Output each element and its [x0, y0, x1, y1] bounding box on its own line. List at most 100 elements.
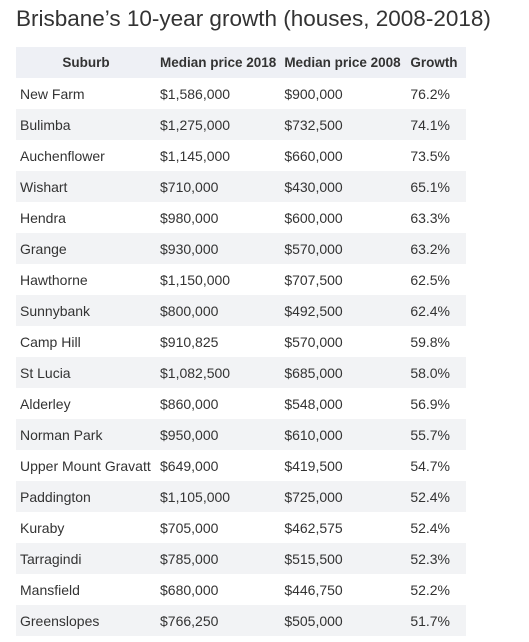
table-row: Upper Mount Gravatt $649,000 $419,500 54.7% — [16, 450, 466, 481]
table-cell: 62.5% — [410, 271, 451, 288]
table-cell: $649,000 — [160, 457, 219, 474]
table-cell: Camp Hill — [20, 333, 81, 350]
table-cell: $1,082,500 — [156, 357, 281, 388]
table-cell: Upper Mount Gravatt — [20, 457, 151, 474]
table-cell: Greenslopes — [16, 605, 156, 636]
table-row: Kuraby $705,000 $462,575 52.4% — [16, 512, 466, 543]
table-cell: $570,000 — [280, 233, 407, 264]
table-cell: $1,150,000 — [160, 271, 231, 288]
table-cell: $1,275,000 — [156, 109, 281, 140]
table-cell: $1,145,000 — [160, 147, 231, 164]
table-cell: $1,586,000 — [160, 85, 231, 102]
table-cell: $950,000 — [156, 419, 281, 450]
table-row: Alderley $860,000 $548,000 56.9% — [16, 388, 466, 419]
table-cell: $548,000 — [284, 395, 343, 412]
table-cell: $800,000 — [156, 295, 281, 326]
table-cell: $725,000 — [280, 481, 407, 512]
table-row: Sunnybank $800,000 $492,500 62.4% — [16, 295, 466, 326]
table-cell: Grange — [16, 233, 156, 264]
table-cell: 51.7% — [406, 605, 466, 636]
table-cell: Paddington — [16, 481, 156, 512]
table-row: Tarragindi $785,000 $515,500 52.3% — [16, 543, 466, 574]
table-cell: $705,000 — [160, 519, 219, 536]
table-cell: 58.0% — [406, 357, 466, 388]
column-header: Growth — [406, 47, 466, 78]
table-cell: $1,105,000 — [156, 481, 281, 512]
table-cell: St Lucia — [16, 357, 156, 388]
table-cell: $707,500 — [284, 271, 343, 288]
table-cell: $930,000 — [156, 233, 281, 264]
table-cell: New Farm — [20, 85, 85, 102]
table-row: Greenslopes $766,250 $505,000 51.7% — [16, 605, 466, 636]
table-cell: $505,000 — [280, 605, 407, 636]
table-cell: 52.4% — [406, 481, 466, 512]
table-cell: $600,000 — [284, 209, 343, 226]
table-row: New Farm $1,586,000 $900,000 76.2% — [16, 78, 466, 109]
table-cell: Norman Park — [16, 419, 156, 450]
table-cell: $766,250 — [156, 605, 281, 636]
table-cell: Bulimba — [16, 109, 156, 140]
table-cell: 74.1% — [406, 109, 466, 140]
table-cell: $462,575 — [284, 519, 343, 536]
table-cell: $430,000 — [280, 171, 407, 202]
table-cell: $732,500 — [280, 109, 407, 140]
table-row: Paddington $1,105,000 $725,000 52.4% — [16, 481, 466, 512]
table-cell: $660,000 — [284, 147, 343, 164]
table-cell: 54.7% — [410, 457, 451, 474]
column-header: Median price 2008 — [280, 47, 407, 78]
table-cell: 63.3% — [410, 209, 451, 226]
table-cell: 59.8% — [410, 333, 451, 350]
table-row: Auchenflower $1,145,000 $660,000 73.5% — [16, 140, 466, 171]
table-cell: 62.4% — [406, 295, 466, 326]
column-header: Median price 2018 — [156, 47, 281, 78]
table-cell: $900,000 — [284, 85, 343, 102]
growth-table: Suburb Median price 2018 Median price 2008… — [16, 47, 466, 636]
table-cell: $860,000 — [160, 395, 219, 412]
table-cell: 55.7% — [406, 419, 466, 450]
table-cell: Sunnybank — [16, 295, 156, 326]
table-cell: 65.1% — [406, 171, 466, 202]
table-cell: $980,000 — [160, 209, 219, 226]
table-cell: $570,000 — [284, 333, 343, 350]
table-row: Mansfield $680,000 $446,750 52.2% — [16, 574, 466, 605]
table-row: St Lucia $1,082,500 $685,000 58.0% — [16, 357, 466, 388]
table-cell: 52.2% — [410, 581, 451, 598]
table-row: Norman Park $950,000 $610,000 55.7% — [16, 419, 466, 450]
table-cell: Hendra — [20, 209, 66, 226]
table-cell: Wishart — [16, 171, 156, 202]
table-cell: $785,000 — [156, 543, 281, 574]
table-row: Wishart $710,000 $430,000 65.1% — [16, 171, 466, 202]
table-cell: 52.4% — [410, 519, 451, 536]
header-row: Suburb Median price 2018 Median price 2008… — [16, 47, 466, 78]
table-cell: Tarragindi — [16, 543, 156, 574]
page-title: Brisbane’s 10-year growth (houses, 2008-… — [16, 6, 491, 31]
table-cell: 76.2% — [410, 85, 451, 102]
table-cell: Auchenflower — [20, 147, 105, 164]
table-row: Hawthorne $1,150,000 $707,500 62.5% — [16, 264, 466, 295]
table-cell: Mansfield — [20, 581, 80, 598]
table-cell: $515,500 — [280, 543, 407, 574]
table-cell: $610,000 — [280, 419, 407, 450]
table-cell: 63.2% — [406, 233, 466, 264]
table-cell: $685,000 — [280, 357, 407, 388]
table-cell: $419,500 — [284, 457, 343, 474]
table-cell: $710,000 — [156, 171, 281, 202]
table-cell: $446,750 — [284, 581, 343, 598]
table-cell: $492,500 — [280, 295, 407, 326]
table-row: Grange $930,000 $570,000 63.2% — [16, 233, 466, 264]
table-cell: Hawthorne — [20, 271, 88, 288]
table-cell: $680,000 — [160, 581, 219, 598]
table-cell: Kuraby — [20, 519, 65, 536]
table-cell: $910,825 — [160, 333, 219, 350]
table-cell: 52.3% — [406, 543, 466, 574]
table-body: New Farm $1,586,000 $900,000 76.2% Bulimba $1… — [16, 78, 466, 636]
table-row: Hendra $980,000 $600,000 63.3% — [16, 202, 466, 233]
table-cell: 56.9% — [410, 395, 451, 412]
table-cell: Alderley — [20, 395, 71, 412]
table-header: Suburb Median price 2018 Median price 2008… — [16, 47, 466, 78]
table-row: Camp Hill $910,825 $570,000 59.8% — [16, 326, 466, 357]
column-header: Suburb — [16, 47, 156, 78]
table-row: Bulimba $1,275,000 $732,500 74.1% — [16, 109, 466, 140]
table-cell: 73.5% — [410, 147, 451, 164]
